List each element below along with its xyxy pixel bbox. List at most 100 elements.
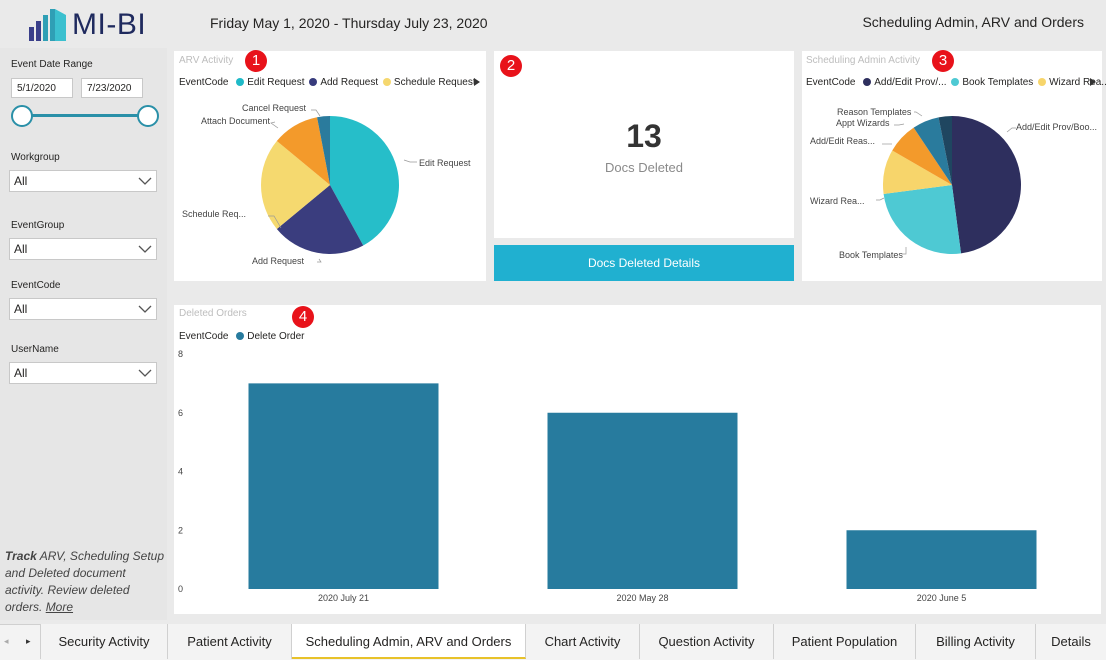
- eventcode-value: All: [14, 302, 28, 316]
- arv-activity-title: ARV Activity: [179, 55, 234, 66]
- legend-scroll-right-icon[interactable]: [474, 78, 480, 86]
- pie-slice-add-request[interactable]: [276, 185, 364, 254]
- tab-scroll-right-icon[interactable]: ▸: [26, 636, 31, 646]
- badge-1: 1: [245, 50, 267, 72]
- tab-security-activity[interactable]: Security Activity: [41, 624, 168, 659]
- sched-slice-label: Appt Wizards: [836, 118, 890, 128]
- eventcode-label: EventCode: [11, 280, 61, 291]
- docs-deleted-card: [494, 51, 794, 238]
- workgroup-dropdown[interactable]: All: [9, 170, 157, 192]
- badge-3: 3: [932, 50, 954, 72]
- pie-slice-cancel-request[interactable]: [317, 116, 330, 185]
- bar-delete-order[interactable]: [248, 383, 439, 589]
- orders-legend-label: EventCode: [179, 331, 229, 342]
- pie-slice-reason-templates[interactable]: [938, 116, 952, 185]
- chevron-down-icon: [138, 369, 152, 377]
- y-tick-label: 4: [178, 467, 183, 477]
- y-tick-label: 0: [178, 584, 183, 594]
- pie-slice-add-edit-prov-boo[interactable]: [952, 116, 1022, 254]
- date-start-input[interactable]: 5/1/2020: [11, 78, 73, 98]
- sched-pie-chart: Add/Edit Prov/Boo... Book Templates Wiza…: [810, 107, 1097, 260]
- pie-slice-wizard-rea[interactable]: [883, 150, 952, 195]
- date-end-input[interactable]: 7/23/2020: [81, 78, 143, 98]
- arv-legend-item: Edit Request: [247, 77, 305, 88]
- x-tick-label: 2020 June 5: [917, 593, 967, 603]
- x-tick-label: 2020 May 28: [616, 593, 668, 603]
- username-dropdown[interactable]: All: [9, 362, 157, 384]
- chevron-down-icon: [138, 177, 152, 185]
- date-slider-track[interactable]: [22, 114, 148, 117]
- docs-deleted-details-button[interactable]: Docs Deleted Details: [494, 245, 794, 281]
- tab-patient-population[interactable]: Patient Population: [774, 624, 916, 659]
- legend-dot: [1038, 78, 1047, 86]
- pie-slice-appt-wizards[interactable]: [913, 117, 952, 185]
- filter-sidebar: [0, 48, 167, 620]
- username-value: All: [14, 366, 28, 380]
- arv-legend-label: EventCode: [179, 77, 229, 88]
- eventcode-dropdown[interactable]: All: [9, 298, 157, 320]
- tab-question-activity[interactable]: Question Activity: [640, 624, 774, 659]
- orders-legend: EventCode Delete Order: [179, 331, 305, 342]
- tab-scheduling-admin-arv-orders[interactable]: Scheduling Admin, ARV and Orders: [292, 624, 526, 659]
- logo-icon: [28, 7, 68, 43]
- legend-dot: [236, 78, 245, 86]
- legend-dot: [951, 78, 960, 86]
- sched-slice-label: Add/Edit Prov/Boo...: [1016, 122, 1097, 132]
- logo-text: MI-BI: [72, 8, 147, 41]
- event-date-range-label: Event Date Range: [11, 59, 93, 70]
- workgroup-label: Workgroup: [11, 152, 60, 163]
- badge-4: 4: [292, 306, 314, 328]
- date-range-title: Friday May 1, 2020 - Thursday July 23, 2…: [210, 15, 488, 31]
- arv-slice-label: Cancel Request: [242, 103, 307, 113]
- header-bar: [0, 0, 1106, 48]
- arv-legend: EventCode Edit Request Add Request Sched…: [179, 77, 476, 88]
- deleted-orders-title: Deleted Orders: [179, 308, 247, 319]
- legend-dot: [236, 332, 245, 340]
- deleted-orders-bar-chart: 0 2 4 6 8 2020 July 21 2020 May 28 2020 June 5: [178, 349, 1037, 603]
- tab-details[interactable]: Details: [1036, 624, 1106, 659]
- arv-slice-label: Attach Document: [201, 116, 271, 126]
- pie-slice-schedule-request[interactable]: [261, 141, 330, 229]
- y-tick-label: 2: [178, 525, 183, 535]
- arv-slice-label: Schedule Req...: [182, 209, 246, 219]
- legend-dot: [382, 78, 391, 86]
- more-link[interactable]: More: [45, 600, 74, 614]
- sched-slice-label: Book Templates: [839, 250, 903, 260]
- tab-billing-activity[interactable]: Billing Activity: [916, 624, 1036, 659]
- page-heading: Scheduling Admin, ARV and Orders: [862, 14, 1084, 30]
- tab-scroll-left-icon[interactable]: ◂: [4, 636, 9, 646]
- tab-divider: [40, 624, 41, 659]
- y-tick-label: 6: [178, 408, 183, 418]
- date-slider-start-handle[interactable]: [11, 105, 33, 127]
- x-tick-label: 2020 July 21: [318, 593, 369, 603]
- y-tick-label: 8: [178, 349, 183, 359]
- arv-slice-label: Edit Request: [419, 158, 471, 168]
- arv-slice-label: Add Request: [252, 256, 305, 266]
- pie-slice-book-templates[interactable]: [883, 185, 962, 255]
- arv-legend-item: Add Request: [320, 77, 379, 88]
- sched-slice-label: Reason Templates: [837, 107, 912, 117]
- eventgroup-label: EventGroup: [11, 220, 65, 231]
- tab-chart-activity[interactable]: Chart Activity: [526, 624, 640, 659]
- tab-patient-activity[interactable]: Patient Activity: [168, 624, 292, 659]
- docs-deleted-count: 13: [626, 118, 662, 154]
- orders-legend-item: Delete Order: [247, 331, 305, 342]
- pie-slice-attach-document[interactable]: [276, 117, 330, 185]
- sched-slice-label: Add/Edit Reas...: [810, 136, 875, 146]
- date-slider-end-handle[interactable]: [137, 105, 159, 127]
- pie-slice-add-edit-reas[interactable]: [892, 127, 952, 185]
- arv-pie-chart: Edit Request Add Request Schedule Req...…: [182, 103, 471, 266]
- sched-legend-item: Add/Edit Prov/...: [874, 77, 947, 88]
- badge-2: 2: [500, 55, 522, 77]
- sched-legend: EventCode Add/Edit Prov/... Book Templat…: [806, 77, 1106, 88]
- note-text: ARV, Scheduling Setup and Deleted docume…: [5, 549, 165, 614]
- bar-delete-order[interactable]: [547, 412, 738, 589]
- bar-delete-order[interactable]: [846, 530, 1037, 589]
- chevron-down-icon: [138, 305, 152, 313]
- eventgroup-dropdown[interactable]: All: [9, 238, 157, 260]
- sched-legend-item: Book Templates: [962, 77, 1034, 88]
- docs-deleted-label: Docs Deleted: [604, 160, 684, 175]
- pie-slice-edit-request[interactable]: [330, 116, 399, 246]
- legend-scroll-right-icon[interactable]: [1090, 78, 1096, 86]
- sidebar-note: Track ARV, Scheduling Setup and Deleted …: [5, 548, 165, 616]
